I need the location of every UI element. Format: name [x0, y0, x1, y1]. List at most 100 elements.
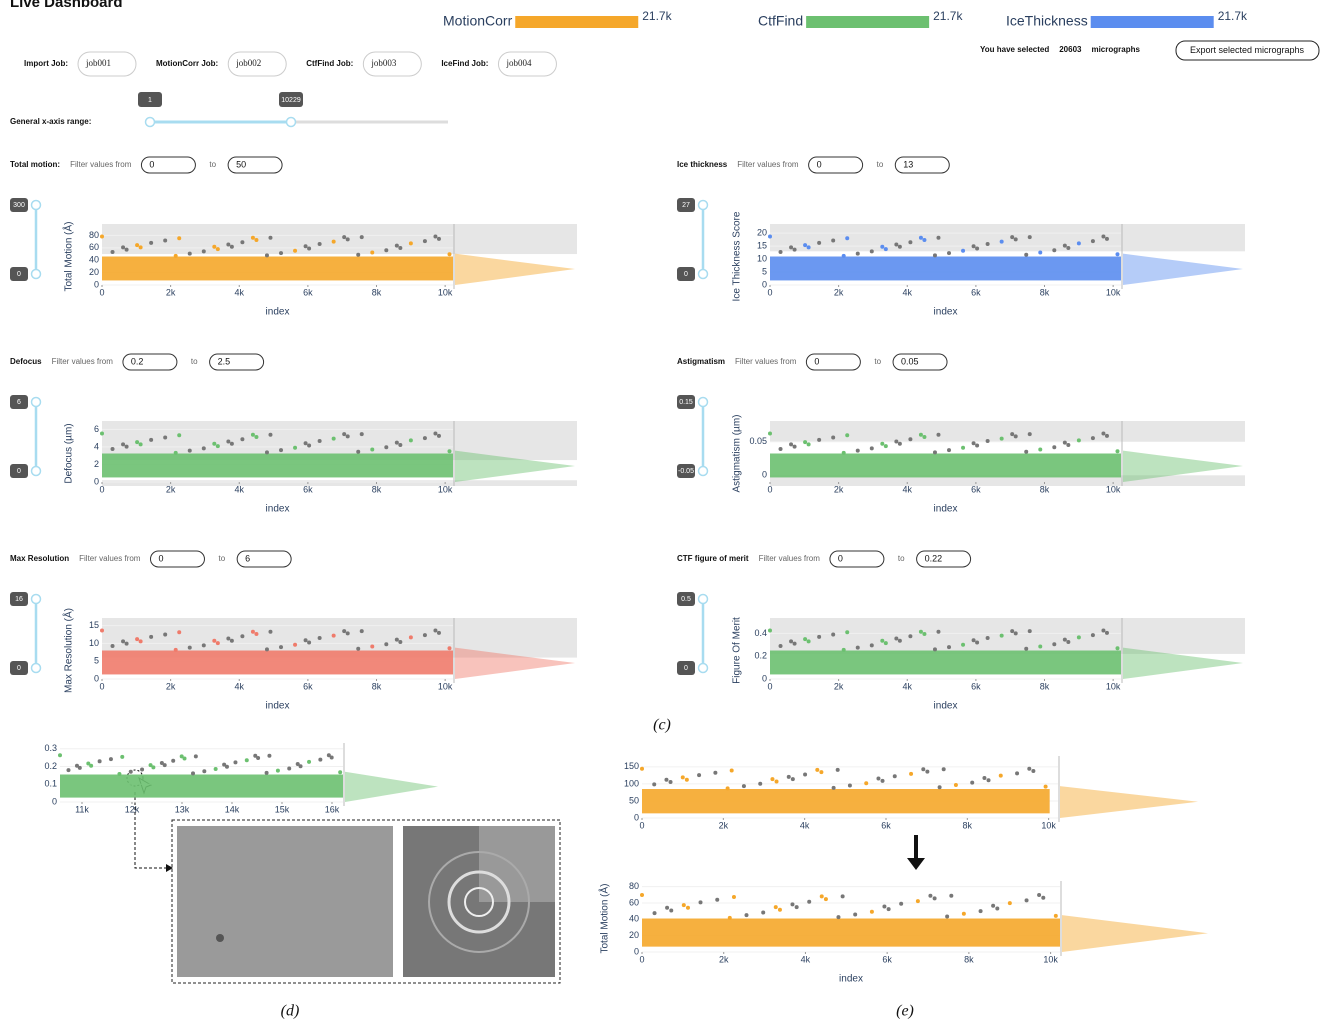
outlier-point: [845, 630, 849, 634]
outlier-point: [775, 779, 779, 783]
outlier-point: [1000, 240, 1004, 244]
export-button-text[interactable]: Export selected micrographs: [1190, 45, 1305, 55]
range-handle[interactable]: [146, 118, 155, 127]
outlier-point: [338, 770, 342, 774]
y-slider-handle[interactable]: [32, 664, 41, 673]
x-axis-label: index: [934, 701, 958, 712]
range-value: 10229: [281, 97, 301, 104]
y-slider-handle[interactable]: [699, 201, 708, 210]
x-tick-label: 4k: [801, 954, 811, 964]
progress-name: CtfFind: [758, 13, 803, 29]
outlier-point: [214, 767, 218, 771]
range-value: 1: [148, 97, 152, 104]
y-slider-value: 6: [17, 399, 21, 406]
outlier-point: [265, 450, 269, 454]
outlier-point: [129, 770, 133, 774]
outlier-point: [346, 631, 350, 635]
outlier-point: [986, 636, 990, 640]
outlier-point: [327, 753, 331, 757]
x-tick-label: 6k: [971, 681, 981, 691]
outlier-point: [685, 778, 689, 782]
outlier-point: [778, 908, 782, 912]
outlier-point: [447, 449, 451, 453]
y-slider-handle[interactable]: [32, 270, 41, 279]
outlier-point: [938, 785, 942, 789]
y-tick-label: 60: [89, 242, 99, 252]
point-cloud: [102, 257, 453, 281]
outlier-point: [1031, 769, 1035, 773]
outlier-point: [686, 906, 690, 910]
y-slider-handle[interactable]: [699, 664, 708, 673]
outlier-point: [681, 775, 685, 779]
outlier-point: [972, 244, 976, 248]
y-slider-handle[interactable]: [699, 398, 708, 407]
outlier-point: [908, 437, 912, 441]
outlier-point: [1014, 434, 1018, 438]
y-slider-handle[interactable]: [699, 595, 708, 604]
point-cloud: [102, 651, 453, 675]
outlier-point: [1066, 246, 1070, 250]
y-slider-handle[interactable]: [32, 201, 41, 210]
y-slider-value: 0: [17, 271, 21, 278]
outlier-point: [265, 253, 269, 257]
outlier-point: [999, 774, 1003, 778]
outlier-point: [279, 448, 283, 452]
outlier-point: [254, 435, 258, 439]
outlier-point: [1052, 445, 1056, 449]
x-axis-label: index: [266, 504, 290, 515]
selection-count: 20603: [1059, 45, 1082, 54]
y-slider-handle[interactable]: [32, 398, 41, 407]
outlier-point: [254, 238, 258, 242]
outlier-point: [922, 238, 926, 242]
selection-suffix: micrographs: [1091, 45, 1140, 54]
outlier-point: [664, 778, 668, 782]
y-slider-handle[interactable]: [32, 467, 41, 476]
outlier-point: [803, 243, 807, 247]
outlier-point: [226, 243, 230, 247]
y-tick-label: 0.1: [44, 779, 57, 789]
x-tick-label: 6k: [882, 954, 892, 964]
outlier-point: [202, 769, 206, 773]
outlier-point: [817, 438, 821, 442]
range-handle[interactable]: [287, 118, 296, 127]
outlier-point: [174, 648, 178, 652]
x-tick-label: 2k: [719, 954, 729, 964]
outlier-point: [75, 764, 79, 768]
y-slider-handle[interactable]: [699, 467, 708, 476]
outlier-point: [268, 433, 272, 437]
x-tick-label: 0: [767, 484, 772, 494]
outlier-point: [779, 250, 783, 254]
x-tick-label: 2k: [834, 287, 844, 297]
progress-bar: [806, 16, 929, 28]
x-tick-label: 2k: [719, 820, 729, 830]
x-tick-label: 6k: [881, 820, 891, 830]
outlier-point: [894, 243, 898, 247]
outlier-point: [894, 440, 898, 444]
outlier-point: [100, 629, 104, 633]
outlier-point: [842, 648, 846, 652]
filter-to-text: 2.5: [218, 356, 231, 366]
outlier-point: [876, 777, 880, 781]
y-slider-handle[interactable]: [699, 270, 708, 279]
y-tick-label: 4: [94, 441, 99, 451]
y-tick-label: 0: [94, 279, 99, 289]
x-tick-label: 15k: [275, 804, 290, 814]
filter-from-text: 0: [838, 553, 843, 563]
panel-title: Total motion:: [10, 160, 60, 169]
outlier-point: [842, 254, 846, 258]
outlier-point: [1027, 767, 1031, 771]
filter-to-text: 50: [236, 159, 246, 169]
filter-to-label: to: [898, 554, 905, 563]
outlier-point: [370, 448, 374, 452]
x-tick-label: 8k: [1040, 287, 1050, 297]
job-label: MotionCorr Job:: [156, 59, 218, 68]
outlier-point: [894, 637, 898, 641]
filtered-region: [770, 421, 1245, 442]
outlier-point: [240, 240, 244, 244]
y-tick-label: 0.4: [754, 628, 767, 638]
outlier-point: [139, 639, 143, 643]
outlier-point: [732, 895, 736, 899]
outlier-point: [433, 432, 437, 436]
y-slider-handle[interactable]: [32, 595, 41, 604]
outlier-point: [125, 248, 129, 252]
